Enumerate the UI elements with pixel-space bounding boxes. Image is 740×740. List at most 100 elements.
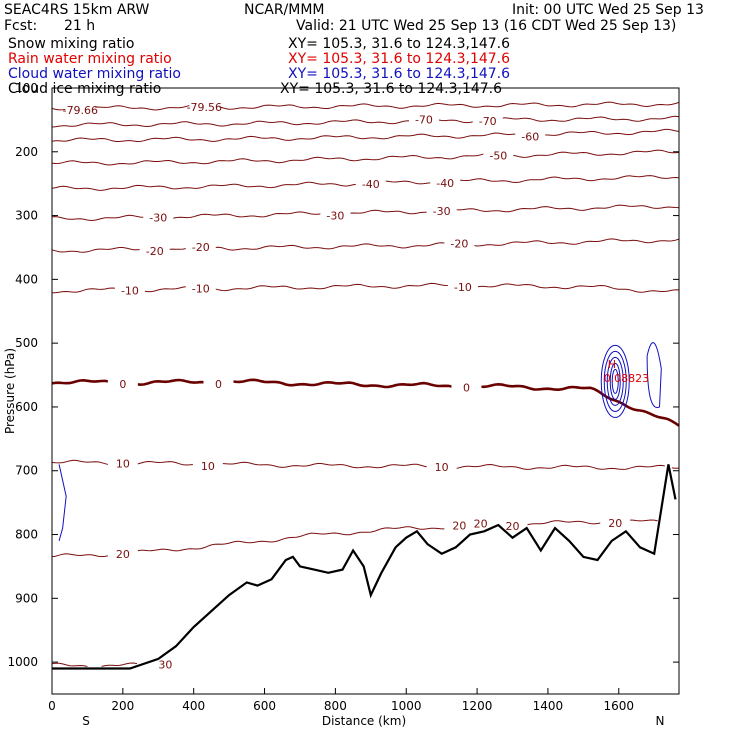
x-tick-label: 200	[111, 699, 134, 713]
contour-line	[51, 378, 680, 427]
y-tick-label: 400	[15, 272, 38, 286]
x-tick-label: 1400	[533, 699, 564, 713]
contour-label: -30	[433, 205, 451, 218]
y-tick-label: 800	[15, 528, 38, 542]
contour-label-bg	[139, 244, 170, 258]
contour-label-bg	[447, 279, 478, 293]
y-axis-label: Pressure (hPa)	[3, 348, 17, 434]
contour-label: -30	[149, 212, 167, 225]
x-tick-label: 1000	[391, 699, 422, 713]
contour-label-bg	[408, 112, 439, 126]
forecast-label: Fcst:	[4, 18, 38, 34]
contour-label-bg	[107, 547, 138, 561]
contour-label-bg	[150, 657, 181, 671]
contour-label: -79.66	[63, 104, 98, 117]
axis-ticks: 0 200 400 600 800 1000 1200 1400 160010020030040…	[7, 81, 679, 713]
y-tick-label: 600	[15, 400, 38, 414]
contour-label: -79.56	[187, 101, 222, 114]
x-end-right-label: N	[656, 714, 665, 728]
contour-label: 20	[116, 548, 130, 561]
contour-label-bg	[472, 114, 503, 128]
y-tick-label: 1000	[7, 655, 38, 669]
cloud-max-mark: H	[608, 358, 616, 371]
cloud-water-contour	[646, 342, 662, 409]
contour-label-bg	[444, 236, 475, 250]
contour-line	[51, 459, 680, 470]
x-tick-label: 1600	[604, 699, 635, 713]
contour-label-bg	[192, 459, 223, 473]
contour-label: 0	[463, 382, 470, 395]
terrain-line	[52, 464, 677, 670]
forecast-hour: 21 h	[64, 18, 96, 34]
terrain-layer	[52, 464, 677, 670]
x-axis-label: Distance (km)	[322, 714, 406, 728]
contour-label: 10	[116, 458, 130, 471]
contour-label-bg	[185, 281, 216, 295]
contour-label: 0	[215, 378, 222, 391]
contour-label-bg	[483, 148, 514, 162]
contour-label: -30	[326, 210, 344, 223]
contour-label-bg	[107, 377, 138, 391]
init-time: Init: 00 UTC Wed 25 Sep 13	[512, 2, 704, 18]
cloud-water-contour	[603, 350, 627, 412]
contour-label: 10	[435, 461, 449, 474]
y-tick-label: 700	[15, 464, 38, 478]
contour-label: 30	[158, 658, 172, 671]
y-tick-label: 300	[15, 209, 38, 223]
x-tick-label: 600	[253, 699, 276, 713]
legend-snow-xy: XY= 105.3, 31.6 to 124.3,147.6	[288, 36, 511, 52]
contour-label: 20	[474, 517, 488, 530]
contour-line	[52, 282, 680, 294]
cloud-water-contour	[606, 356, 624, 406]
legend-cloudice-xy: XY= 105.3, 31.6 to 124.3,147.6	[280, 81, 503, 97]
cloud-max-value: 0.08823	[604, 372, 650, 385]
contour-label-bg	[143, 210, 174, 224]
contour-label-bg	[465, 516, 496, 530]
x-tick-label: 0	[48, 699, 56, 713]
x-end-left-label: S	[82, 714, 90, 728]
plot-frame	[51, 87, 680, 695]
contour-label: -70	[415, 114, 433, 127]
cloud-water-contours: H0.08823	[58, 342, 662, 542]
model-title: SEAC4RS 15km ARW	[4, 2, 150, 18]
contour-label-bg	[355, 176, 386, 190]
cloud-water-contour	[609, 362, 621, 400]
y-tick-label: 500	[15, 336, 38, 350]
contour-label: -60	[521, 130, 539, 143]
contour-label: -10	[192, 283, 210, 296]
valid-time: Valid: 21 UTC Wed 25 Sep 13 (16 CDT Wed …	[296, 18, 677, 34]
contour-label-bg	[515, 129, 546, 143]
contour-label: -20	[146, 245, 164, 258]
contour-label-bg	[107, 456, 138, 470]
contour-label-bg	[451, 380, 482, 394]
legend-snow-name: Snow mixing ratio	[8, 36, 135, 52]
y-tick-label: 900	[15, 591, 38, 605]
contour-line	[51, 662, 138, 667]
contour-label-bg	[203, 376, 234, 390]
contour-label: -40	[362, 178, 380, 191]
contour-label: -40	[436, 177, 454, 190]
contour-label-bg	[426, 460, 457, 474]
org-title: NCAR/MMM	[244, 2, 325, 18]
contour-line	[51, 101, 680, 111]
legend-rain-xy: XY= 105.3, 31.6 to 124.3,147.6	[288, 51, 511, 67]
contour-label: 20	[506, 520, 520, 533]
legend-cloudwater-name: Cloud water mixing ratio	[8, 66, 181, 82]
contour-label-bg	[426, 203, 457, 217]
contour-label: -10	[121, 285, 139, 298]
contour-label-bg	[185, 239, 216, 253]
contour-label-bg	[430, 176, 461, 190]
contour-label: 20	[608, 517, 622, 530]
x-tick-label: 1200	[462, 699, 493, 713]
contour-label: -10	[454, 281, 472, 294]
contour-line	[51, 115, 680, 128]
y-tick-label: 200	[15, 145, 38, 159]
contour-label-bg	[189, 99, 220, 113]
contour-label: -50	[489, 149, 507, 162]
contour-label: -70	[479, 115, 497, 128]
contour-label-bg	[65, 103, 96, 117]
cloud-water-contour	[611, 368, 619, 394]
cloud-water-contour	[600, 344, 630, 418]
legend-cloudice-name: Cloud ice mixing ratio	[8, 81, 162, 97]
